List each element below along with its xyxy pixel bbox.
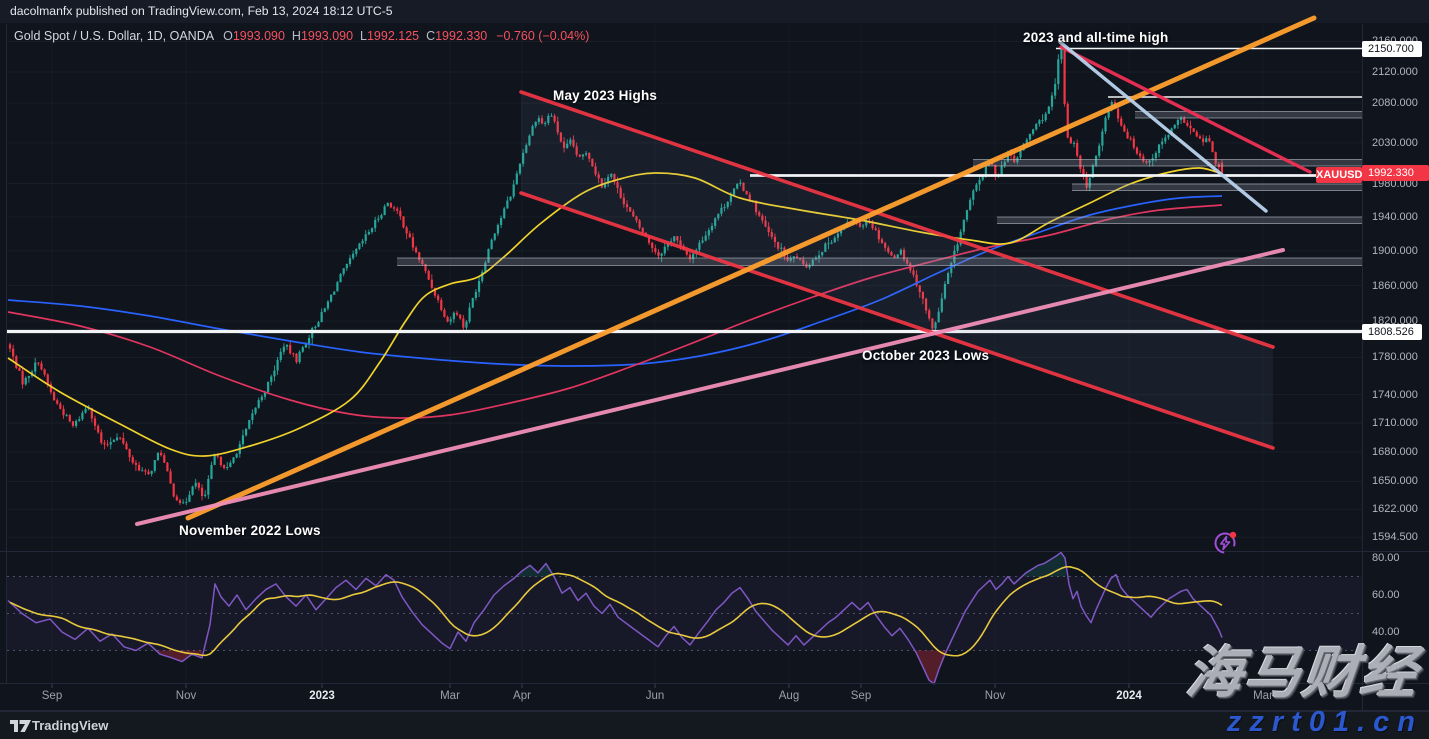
time-axis-label: Jun [645, 690, 665, 702]
rsi-axis-label: 80.00 [1372, 552, 1400, 564]
close-label: C [426, 29, 436, 43]
open-label: O [223, 29, 233, 43]
rsi-axis-label: 20.00 [1372, 663, 1400, 675]
symbol-price-badge: XAUUSD [1316, 167, 1363, 183]
high-value: 1993.090 [300, 29, 354, 43]
price-axis-label: 2030.000 [1372, 136, 1418, 149]
time-axis-label: Nov [984, 690, 1006, 702]
time-axis-label: Sep [41, 690, 63, 702]
annotation-october-2023-lows: October 2023 Lows [862, 348, 990, 363]
annotation-may-2023-highs: May 2023 Highs [553, 88, 658, 103]
price-axis-label: 1680.000 [1372, 445, 1418, 458]
price-axis-label: 1650.000 [1372, 475, 1418, 488]
annotation-ath: 2023 and all-time high [1023, 30, 1169, 45]
tradingview-brand-text[interactable]: TradingView [32, 718, 109, 733]
price-axis-label: 1740.000 [1372, 388, 1418, 401]
idea-stream-icon[interactable] [1212, 528, 1239, 556]
time-axis-label: 2024 [1116, 690, 1142, 702]
rsi-axis-label: 60.00 [1372, 589, 1400, 601]
low-value: 1992.125 [366, 29, 420, 43]
price-axis-label: 1594.500 [1372, 531, 1418, 544]
time-axis-label: Nov [175, 690, 197, 702]
price-axis-label: 1622.000 [1372, 503, 1418, 516]
annotation-november-2022-lows: November 2022 Lows [179, 523, 321, 538]
rsi-axis-label: 40.00 [1372, 626, 1400, 638]
tradingview-logo-icon[interactable] [10, 719, 32, 734]
time-axis-label: Aug [778, 690, 800, 702]
watermark-cn: 海马财经 [1183, 641, 1422, 706]
lightning-bolt-icon [1220, 535, 1231, 551]
notification-dot [1229, 531, 1237, 539]
time-axis-label: 2023 [309, 690, 335, 702]
current-price-badge: 1992.330 [1362, 165, 1429, 182]
time-axis-label: Mar [440, 690, 460, 702]
high-label: H [291, 29, 301, 43]
price-axis-label: 2120.000 [1372, 65, 1418, 78]
price-axis-label: 1780.000 [1372, 351, 1418, 364]
price-axis-label: 1900.000 [1372, 244, 1418, 257]
close-value: 1992.330 [435, 29, 488, 43]
open-value: 1993.090 [232, 29, 285, 43]
time-axis-label: Apr [513, 690, 531, 702]
price-axis-label: 1860.000 [1372, 279, 1418, 292]
price-level-badge: 2150.700 [1362, 40, 1422, 57]
time-axis-label: Sep [850, 690, 872, 702]
price-axis-label: 2080.000 [1372, 97, 1418, 110]
time-axis-label: Mar [1253, 690, 1273, 702]
footer-bar: TradingView [0, 711, 1429, 739]
change-value: −0.760 (−0.04%) [496, 29, 590, 43]
price-axis-label: 1710.000 [1372, 416, 1418, 429]
watermark-url: zzrt01.cn [1226, 706, 1423, 738]
low-label: L [360, 29, 367, 43]
price-axis-label: 1940.000 [1372, 210, 1418, 223]
attribution-text: dacolmanfx published on TradingView.com,… [10, 4, 393, 18]
price-level-badge: 1808.526 [1362, 323, 1422, 340]
symbol-title: Gold Spot / U.S. Dollar, 1D, OANDA [14, 29, 215, 43]
symbol-legend: Gold Spot / U.S. Dollar, 1D, OANDA O1993.… [14, 29, 589, 43]
